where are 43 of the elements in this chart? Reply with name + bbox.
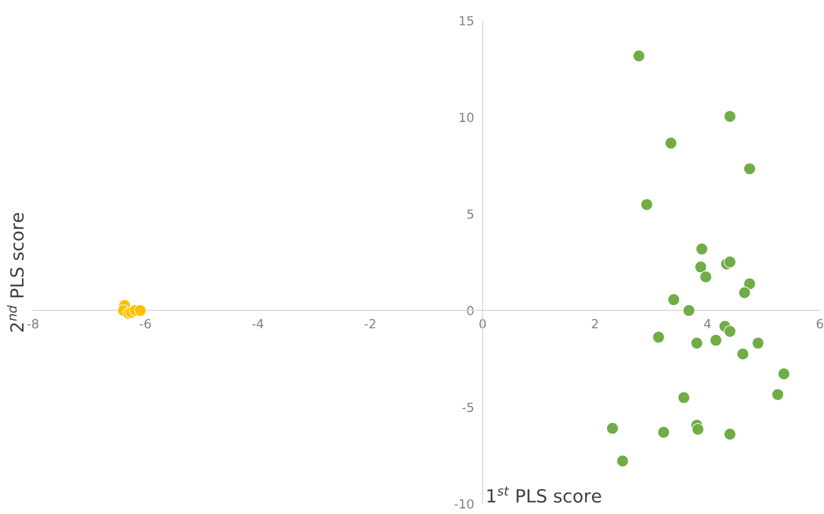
x-axis-title: 1$^{st}$ PLS score <box>488 486 602 503</box>
point <box>700 270 712 283</box>
y-tick-label: -5 <box>462 402 474 412</box>
point <box>743 162 756 175</box>
y-tick-label: 10 <box>460 112 474 122</box>
point <box>616 454 629 468</box>
x-tick-label: 6 <box>816 319 824 328</box>
point <box>724 256 736 268</box>
point <box>724 325 736 338</box>
point <box>692 423 704 436</box>
point <box>664 136 678 150</box>
point <box>736 348 750 360</box>
point <box>696 242 708 256</box>
point <box>606 422 619 435</box>
point <box>657 426 670 438</box>
point <box>694 260 707 274</box>
x-tick-label: 2 <box>592 319 598 328</box>
point <box>682 304 696 317</box>
x-tick-label: -4 <box>252 319 264 328</box>
point <box>668 293 680 306</box>
x-tick-label: -2 <box>364 319 376 328</box>
y-tick-label: 15 <box>460 16 474 26</box>
point <box>752 336 764 350</box>
point <box>134 304 146 317</box>
x-tick-label: -6 <box>140 319 151 328</box>
x-tick-label: 4 <box>704 319 711 328</box>
point <box>652 330 665 344</box>
x-tick-label: -8 <box>27 319 38 328</box>
y-axis-title: 2$^{nd}$ PLS score <box>6 212 24 332</box>
point <box>640 198 653 211</box>
point <box>743 278 756 290</box>
point <box>778 368 790 380</box>
point <box>632 50 646 62</box>
y-tick-label: 5 <box>467 209 474 219</box>
point <box>772 388 784 401</box>
y-tick-label: -10 <box>454 499 474 509</box>
point <box>724 110 736 123</box>
point <box>690 336 703 350</box>
point <box>738 286 751 299</box>
x-tick-label: 0 <box>479 319 486 328</box>
point <box>724 428 736 440</box>
point <box>710 334 722 346</box>
point <box>678 391 690 404</box>
